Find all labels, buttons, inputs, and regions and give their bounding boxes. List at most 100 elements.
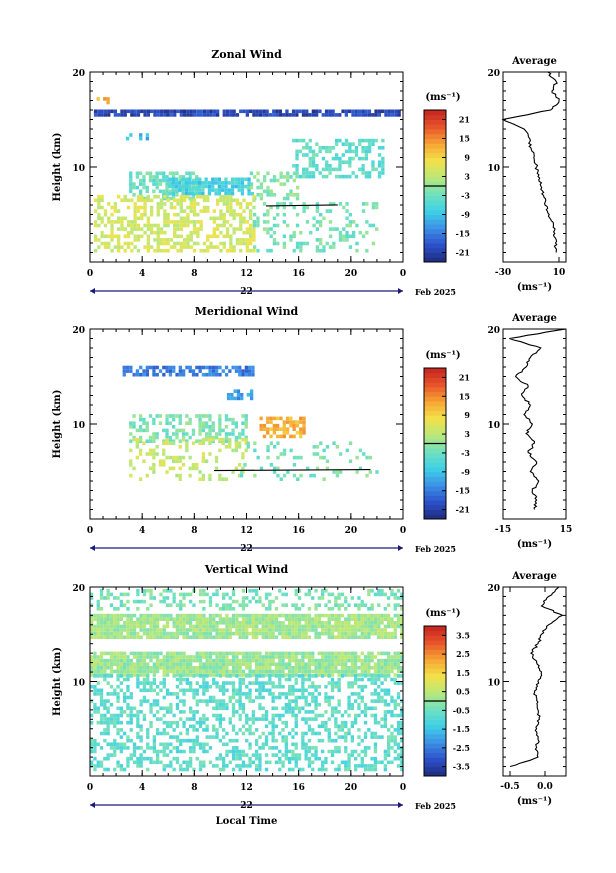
heatmap-cell [132, 621, 137, 625]
heatmap-cell [269, 205, 273, 210]
heatmap-cell [191, 188, 195, 192]
heatmap-cell [238, 669, 242, 674]
heatmap-cell [219, 194, 223, 199]
heatmap-cell [327, 607, 331, 611]
heatmap-cell [271, 635, 275, 639]
heatmap-cell [110, 205, 114, 210]
heatmap-cell [314, 662, 318, 666]
heatmap-cell [324, 710, 328, 714]
heatmap-cell [291, 631, 295, 636]
heatmap-cell [129, 674, 133, 678]
heatmap-cell [311, 684, 315, 689]
heatmap-cell [357, 596, 361, 600]
colorbar-tick-label: 2.5 [456, 649, 470, 659]
heatmap-cell [284, 628, 288, 632]
heatmap-cell [126, 230, 131, 235]
heatmap-cell [377, 692, 381, 696]
heatmap-cell [354, 655, 358, 659]
heatmap-cell [116, 669, 120, 674]
heatmap-cell [332, 202, 336, 206]
heatmap-cell [268, 607, 272, 611]
heatmap-cell [241, 596, 246, 600]
heatmap-cell [103, 212, 108, 217]
heatmap-cell [146, 731, 150, 736]
heatmap-cell [132, 753, 137, 757]
heatmap-cell [387, 613, 391, 618]
heatmap-cell [185, 441, 189, 445]
heatmap-cell [319, 223, 323, 228]
heatmap-cell [387, 728, 391, 732]
heatmap-cell [126, 599, 130, 604]
heatmap-cell [129, 182, 133, 186]
heatmap-cell [330, 628, 335, 632]
heatmap-cell [103, 596, 107, 600]
heatmap-cell [205, 684, 209, 689]
heatmap-cell [198, 425, 202, 429]
heatmap-cell [288, 669, 292, 674]
heatmap-cell [231, 621, 236, 625]
heatmap-cell [198, 631, 203, 636]
heatmap-cell [271, 717, 275, 721]
heatmap-cell [188, 177, 192, 182]
heatmap-cell [294, 706, 298, 711]
heatmap-cell [195, 728, 199, 732]
heatmap-cell [307, 677, 312, 682]
heatmap-cell [286, 223, 290, 228]
heatmap-cell [334, 635, 338, 639]
heatmap-cell [119, 599, 123, 604]
heatmap-cell [205, 421, 209, 425]
heatmap-cell [216, 223, 220, 228]
heatmap-cell [174, 188, 179, 192]
x-tick-label: 0 [87, 783, 93, 793]
heatmap-cell [188, 175, 192, 179]
heatmap-cell [132, 628, 137, 632]
heatmap-cell [314, 702, 318, 707]
colorbar-segment [424, 419, 446, 426]
colorbar-segment [424, 257, 446, 263]
heatmap-cell [248, 631, 252, 636]
heatmap-cell [165, 720, 170, 725]
heatmap-cell [169, 702, 173, 707]
heatmap-cell [400, 753, 404, 757]
heatmap-cell [90, 624, 94, 629]
heatmap-cell [208, 372, 212, 377]
heatmap-cell [97, 113, 101, 117]
heatmap-cell [175, 662, 180, 666]
heatmap-cell [156, 227, 160, 231]
heatmap-cell [152, 628, 156, 632]
heatmap-cell [268, 669, 272, 674]
heatmap-cell [279, 182, 283, 186]
heatmap-cell [135, 437, 139, 442]
heatmap-cell [198, 599, 203, 604]
heatmap-cell [330, 738, 335, 743]
heatmap-cell [202, 717, 206, 721]
heatmap-cell [175, 171, 179, 176]
heatmap-cell [90, 673, 94, 677]
heatmap-cell [195, 651, 199, 656]
heatmap-cell [259, 423, 263, 428]
heatmap-cell [328, 109, 332, 114]
heatmap-cell [162, 628, 166, 632]
heatmap-cell [172, 692, 176, 696]
heatmap-cell [244, 184, 248, 189]
heatmap-cell [347, 621, 351, 625]
heatmap-cell [117, 113, 121, 117]
heatmap-cell [109, 753, 114, 757]
heatmap-cell [238, 706, 242, 711]
heatmap-cell [302, 209, 306, 213]
heatmap-cell [365, 230, 369, 235]
heatmap-cell [322, 248, 326, 253]
heatmap-cell [182, 699, 186, 703]
heatmap-cell [165, 742, 170, 747]
heatmap-cell [281, 764, 285, 768]
heatmap-cell [222, 592, 226, 597]
heatmap-cell [234, 435, 238, 440]
heatmap-cell [159, 617, 163, 621]
heatmap-cell [258, 674, 262, 678]
heatmap-cell [182, 635, 186, 639]
heatmap-cell [321, 749, 325, 754]
heatmap-cell [90, 658, 94, 663]
heatmap-cell [208, 452, 212, 456]
heatmap-cell [238, 473, 242, 478]
heatmap-cell [327, 617, 331, 621]
